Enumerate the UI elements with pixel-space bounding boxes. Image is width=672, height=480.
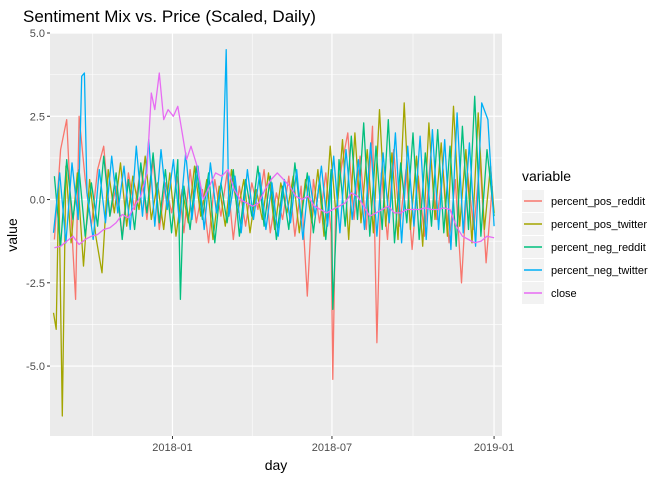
x-tick-label: 2018-01: [152, 442, 192, 454]
x-tick-label: 2019-01: [474, 442, 514, 454]
grid-major: [50, 32, 502, 436]
legend-label: percent_pos_twitter: [551, 219, 647, 231]
y-tick-label: 0.0: [30, 195, 45, 207]
series-layer: [52, 49, 495, 417]
legend-title: variable: [522, 168, 571, 184]
x-axis-title: day: [265, 457, 288, 473]
legend-label: close: [551, 288, 577, 300]
y-tick-label: 5.0: [30, 28, 45, 40]
y-tick-label: 2.5: [30, 111, 45, 123]
y-axis-title: value: [4, 218, 20, 252]
x-tick-label: 2018-07: [312, 442, 352, 454]
y-tick-label: -5.0: [26, 361, 45, 373]
legend-items: percent_pos_reddit percent_pos_twitterper…: [522, 190, 648, 304]
y-axis: 5.0 2.5 0.0 -2.5 -5.0: [26, 28, 50, 373]
series-line-close: [54, 72, 495, 249]
chart-title: Sentiment Mix vs. Price (Scaled, Daily): [23, 7, 316, 26]
legend-label: percent_pos_reddit: [551, 196, 645, 208]
legend-label: percent_neg_twitter: [551, 265, 648, 277]
legend: variable percent_pos_reddit percent_pos_t…: [522, 168, 648, 304]
series-line-percent-neg-twitter: [52, 49, 495, 251]
series-line-percent-neg-reddit: [53, 95, 495, 311]
y-tick-label: -2.5: [26, 278, 45, 290]
x-axis: 2018-01 2018-07 2019-01: [152, 436, 514, 454]
legend-label: percent_neg_reddit: [551, 242, 646, 254]
